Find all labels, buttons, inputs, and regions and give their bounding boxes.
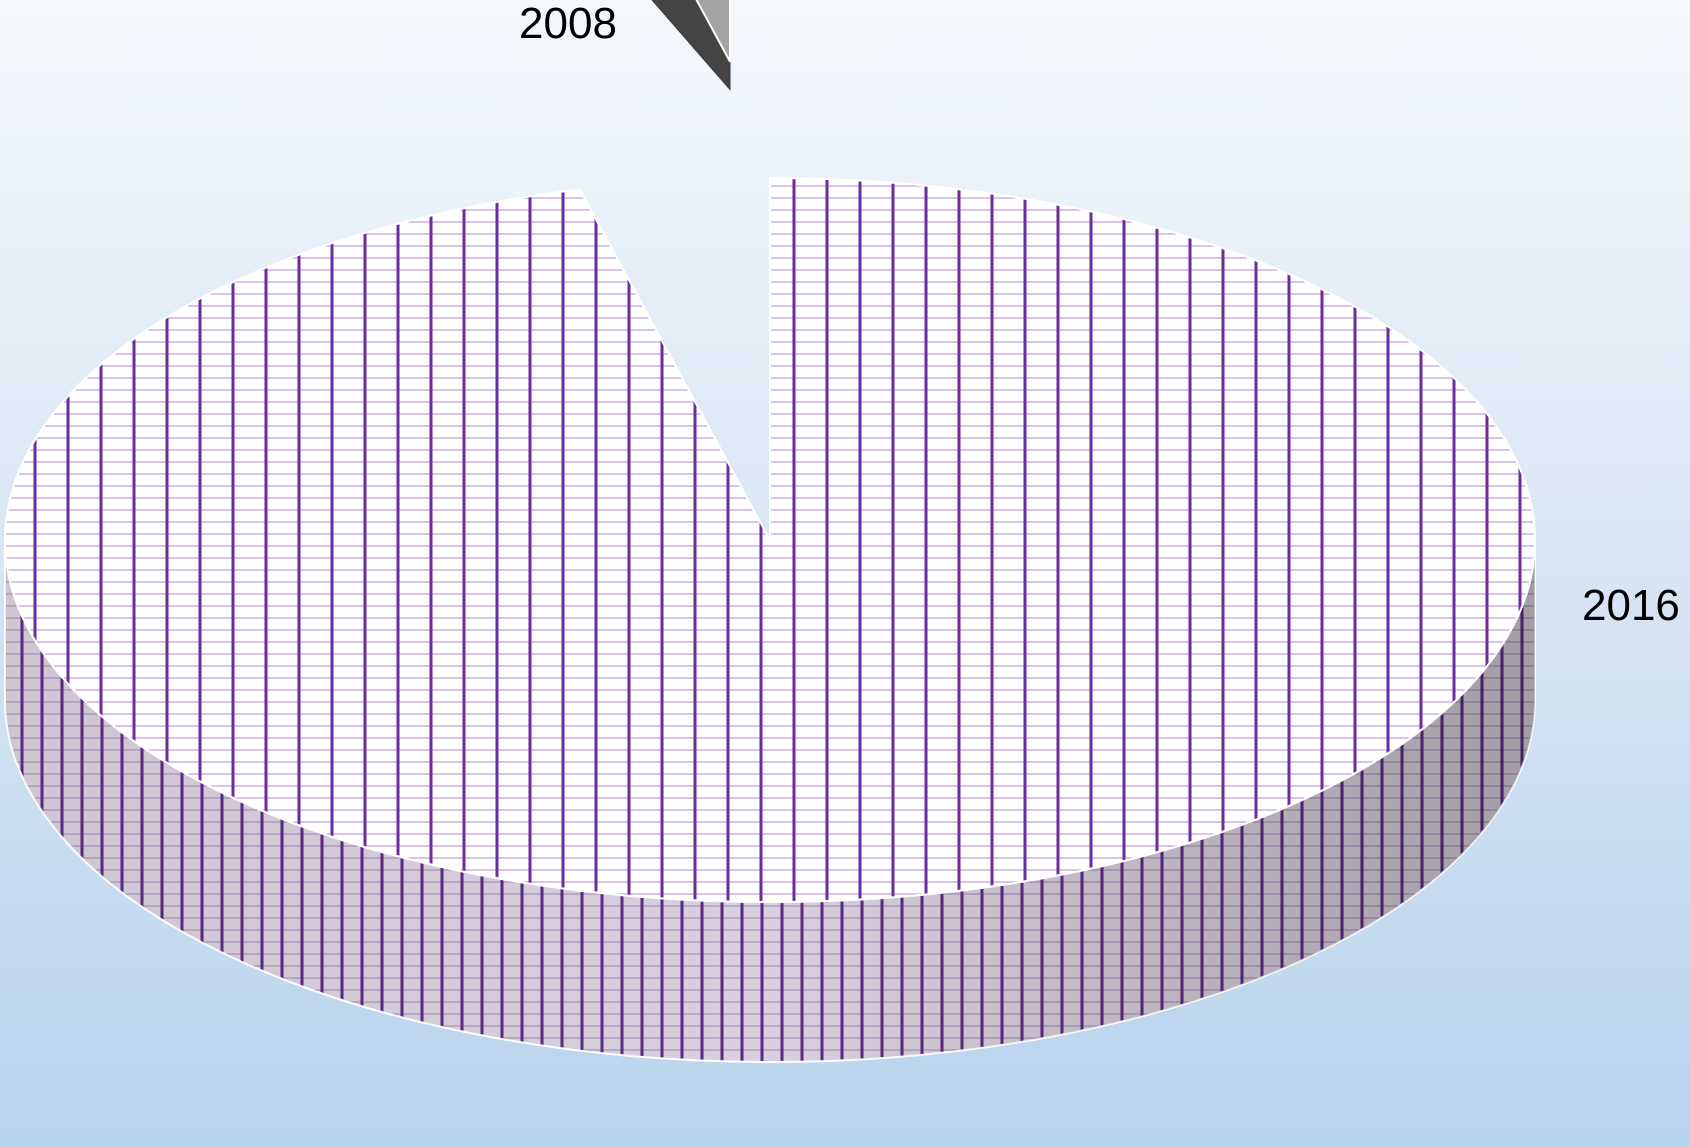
slice-2016-top [4, 176, 1536, 903]
slice-label-2016: 2016 [1582, 581, 1680, 630]
slice-2008-side [651, 0, 731, 91]
slice-2016-side-shade [5, 540, 1535, 1062]
slice-2008-top [695, 0, 731, 63]
slice-label-2008: 2008 [519, 0, 617, 48]
